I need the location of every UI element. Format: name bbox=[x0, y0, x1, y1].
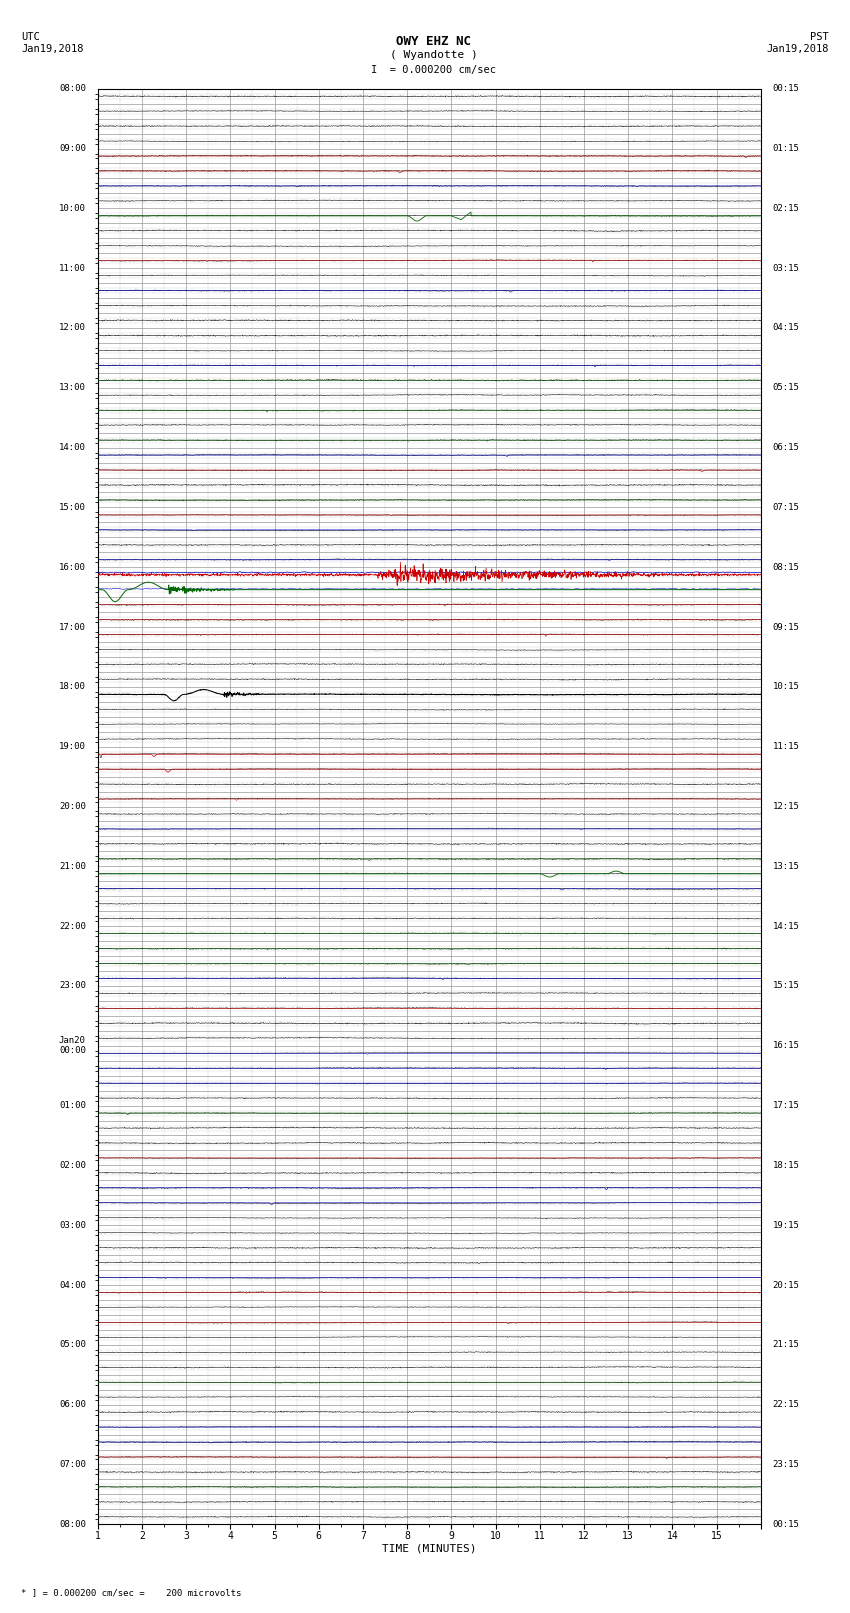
Text: PST
Jan19,2018: PST Jan19,2018 bbox=[766, 32, 829, 53]
Text: 05:15: 05:15 bbox=[773, 384, 800, 392]
Text: 00:15: 00:15 bbox=[773, 84, 800, 94]
Text: 18:00: 18:00 bbox=[59, 682, 86, 692]
Text: 12:00: 12:00 bbox=[59, 324, 86, 332]
X-axis label: TIME (MINUTES): TIME (MINUTES) bbox=[382, 1544, 477, 1553]
Text: 01:15: 01:15 bbox=[773, 144, 800, 153]
Text: 21:00: 21:00 bbox=[59, 861, 86, 871]
Text: 11:15: 11:15 bbox=[773, 742, 800, 752]
Text: 15:00: 15:00 bbox=[59, 503, 86, 511]
Text: 08:00: 08:00 bbox=[59, 84, 86, 94]
Text: * ] = 0.000200 cm/sec =    200 microvolts: * ] = 0.000200 cm/sec = 200 microvolts bbox=[21, 1587, 241, 1597]
Text: 20:15: 20:15 bbox=[773, 1281, 800, 1289]
Text: 06:15: 06:15 bbox=[773, 444, 800, 452]
Text: 03:00: 03:00 bbox=[59, 1221, 86, 1229]
Text: 02:00: 02:00 bbox=[59, 1161, 86, 1169]
Text: 23:00: 23:00 bbox=[59, 981, 86, 990]
Text: 21:15: 21:15 bbox=[773, 1340, 800, 1350]
Text: 07:00: 07:00 bbox=[59, 1460, 86, 1469]
Text: 22:00: 22:00 bbox=[59, 921, 86, 931]
Text: OWY EHZ NC: OWY EHZ NC bbox=[396, 35, 471, 48]
Text: 05:00: 05:00 bbox=[59, 1340, 86, 1350]
Text: 02:15: 02:15 bbox=[773, 203, 800, 213]
Text: 16:00: 16:00 bbox=[59, 563, 86, 571]
Text: 03:15: 03:15 bbox=[773, 263, 800, 273]
Text: 22:15: 22:15 bbox=[773, 1400, 800, 1410]
Text: 01:00: 01:00 bbox=[59, 1102, 86, 1110]
Text: 20:00: 20:00 bbox=[59, 802, 86, 811]
Text: 13:00: 13:00 bbox=[59, 384, 86, 392]
Text: 14:00: 14:00 bbox=[59, 444, 86, 452]
Text: 19:00: 19:00 bbox=[59, 742, 86, 752]
Text: 10:00: 10:00 bbox=[59, 203, 86, 213]
Text: I  = 0.000200 cm/sec: I = 0.000200 cm/sec bbox=[371, 65, 496, 74]
Text: 08:15: 08:15 bbox=[773, 563, 800, 571]
Text: 23:15: 23:15 bbox=[773, 1460, 800, 1469]
Text: 04:00: 04:00 bbox=[59, 1281, 86, 1289]
Text: UTC
Jan19,2018: UTC Jan19,2018 bbox=[21, 32, 84, 53]
Text: 06:00: 06:00 bbox=[59, 1400, 86, 1410]
Text: 00:15: 00:15 bbox=[773, 1519, 800, 1529]
Text: 11:00: 11:00 bbox=[59, 263, 86, 273]
Text: 16:15: 16:15 bbox=[773, 1042, 800, 1050]
Text: 13:15: 13:15 bbox=[773, 861, 800, 871]
Text: 10:15: 10:15 bbox=[773, 682, 800, 692]
Text: Jan20
00:00: Jan20 00:00 bbox=[59, 1036, 86, 1055]
Text: ( Wyandotte ): ( Wyandotte ) bbox=[389, 50, 478, 60]
Text: 19:15: 19:15 bbox=[773, 1221, 800, 1229]
Text: 17:15: 17:15 bbox=[773, 1102, 800, 1110]
Text: 08:00: 08:00 bbox=[59, 1519, 86, 1529]
Text: 09:15: 09:15 bbox=[773, 623, 800, 632]
Text: 17:00: 17:00 bbox=[59, 623, 86, 632]
Text: 04:15: 04:15 bbox=[773, 324, 800, 332]
Text: 18:15: 18:15 bbox=[773, 1161, 800, 1169]
Text: 12:15: 12:15 bbox=[773, 802, 800, 811]
Text: 15:15: 15:15 bbox=[773, 981, 800, 990]
Text: 07:15: 07:15 bbox=[773, 503, 800, 511]
Text: 09:00: 09:00 bbox=[59, 144, 86, 153]
Text: 14:15: 14:15 bbox=[773, 921, 800, 931]
